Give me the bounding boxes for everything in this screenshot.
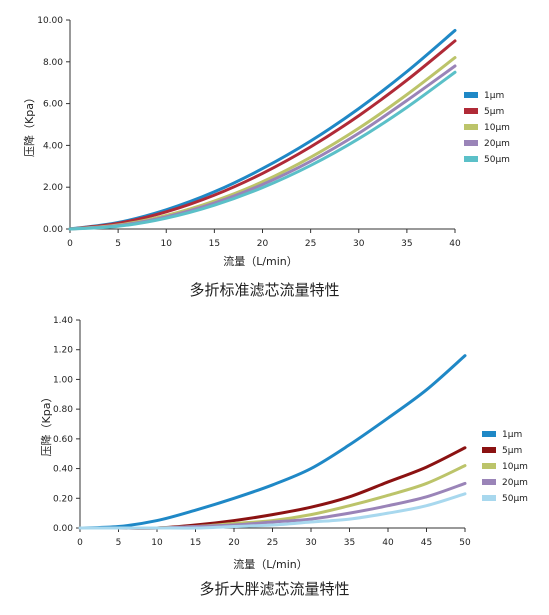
series-line-50μm	[68, 70, 457, 231]
y-tick-label: 2.00	[43, 183, 63, 193]
series-line-1μm	[78, 354, 467, 530]
legend-swatch	[482, 431, 496, 437]
chart-title: 多折大胖滤芯流量特性	[199, 580, 349, 598]
x-tick-label: 0	[67, 239, 73, 249]
x-tick-label: 45	[421, 538, 432, 548]
legend-swatch	[482, 463, 496, 469]
legend-label: 20μm	[484, 139, 510, 149]
y-tick-label: 0.60	[53, 435, 73, 445]
y-tick-label: 8.00	[43, 58, 63, 68]
y-tick-label: 1.20	[53, 346, 73, 356]
chart-2: 0.00 0.20 0.40 0.60 0.80 1.00 1.20 1.40 0 5 10 15 20…	[39, 316, 528, 598]
x-tick-label: 10	[161, 239, 173, 249]
x-tick-label: 5	[115, 239, 121, 249]
series-line-1μm	[68, 28, 457, 231]
x-tick-label: 35	[344, 538, 355, 548]
y-tick-label: 0.00	[53, 524, 73, 534]
x-tick-label: 35	[401, 239, 412, 249]
legend-swatch	[464, 140, 478, 146]
y-tick-label: 0.80	[53, 405, 73, 415]
y-axis-title: 压降（Kpa）	[39, 392, 53, 457]
series-line-50μm	[78, 492, 467, 530]
legend-swatch	[482, 495, 496, 501]
x-tick-label: 20	[228, 538, 240, 548]
legend-label: 20μm	[502, 478, 528, 488]
x-tick-label: 15	[209, 239, 220, 249]
legend-label: 1μm	[484, 91, 504, 101]
y-tick-label: 6.00	[43, 100, 63, 110]
x-axis-title: 流量（L/min）	[223, 254, 298, 268]
x-tick-label: 10	[151, 538, 163, 548]
x-tick-label: 40	[449, 239, 461, 249]
legend-label: 5μm	[502, 446, 522, 456]
x-tick-label: 25	[267, 538, 278, 548]
y-tick-label: 4.00	[43, 141, 63, 151]
x-tick-label: 5	[116, 538, 122, 548]
y-axis-title: 压降（Kpa）	[22, 92, 36, 157]
y-tick-label: 0.20	[53, 494, 73, 504]
series-line-5μm	[68, 39, 457, 231]
x-tick-label: 25	[305, 239, 316, 249]
legend-label: 50μm	[484, 155, 510, 165]
series-line-5μm	[78, 446, 467, 530]
legend-label: 1μm	[502, 430, 522, 440]
x-tick-label: 20	[257, 239, 269, 249]
legend-label: 5μm	[484, 107, 504, 117]
y-tick-label: 10.00	[37, 16, 63, 26]
x-axis-title: 流量（L/min）	[233, 557, 308, 571]
x-tick-label: 30	[305, 538, 317, 548]
legend-swatch	[464, 156, 478, 162]
legend-swatch	[464, 108, 478, 114]
legend-swatch	[464, 124, 478, 130]
x-tick-label: 0	[77, 538, 83, 548]
legend-swatch	[482, 479, 496, 485]
y-tick-label: 1.40	[53, 316, 73, 326]
chart-title: 多折标准滤芯流量特性	[189, 281, 339, 299]
legend-swatch	[482, 447, 496, 453]
legend-label: 50μm	[502, 494, 528, 504]
chart-1: 0.00 2.00 4.00 6.00 8.00 10.00 0 5 10 15 20 25 30 35 4…	[22, 16, 510, 299]
y-tick-label: 0.40	[53, 465, 73, 475]
legend-label: 10μm	[502, 462, 528, 472]
legend-label: 10μm	[484, 123, 510, 133]
series-line-20μm	[68, 64, 457, 231]
y-tick-label: 0.00	[43, 225, 63, 235]
x-tick-label: 40	[382, 538, 394, 548]
x-tick-label: 30	[353, 239, 365, 249]
legend-swatch	[464, 92, 478, 98]
y-tick-label: 1.00	[53, 375, 73, 385]
x-tick-label: 50	[459, 538, 471, 548]
x-tick-label: 15	[190, 538, 201, 548]
series-line-10μm	[68, 56, 457, 231]
